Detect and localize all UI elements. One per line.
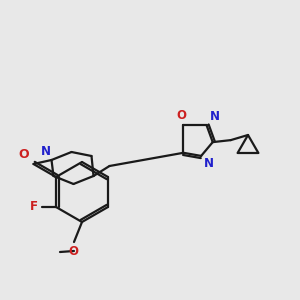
Text: O: O	[68, 245, 78, 258]
Text: N: N	[210, 110, 220, 123]
Text: N: N	[204, 157, 214, 170]
Text: N: N	[40, 145, 50, 158]
Text: O: O	[18, 148, 28, 161]
Text: F: F	[30, 200, 38, 214]
Text: O: O	[176, 109, 186, 122]
